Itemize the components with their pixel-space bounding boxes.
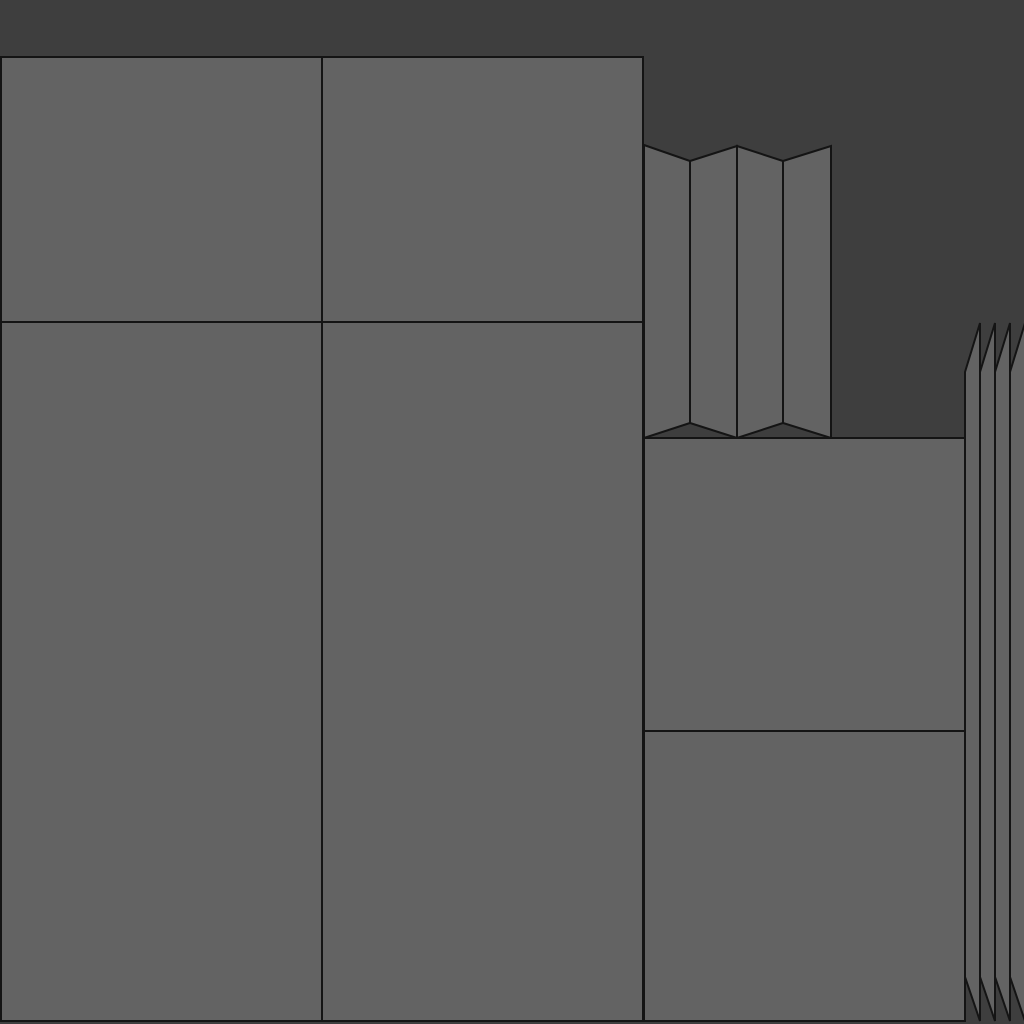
fold-segment-2[interactable] xyxy=(689,144,738,440)
panel-bottom-middle[interactable] xyxy=(321,321,644,1022)
panel-right-middle[interactable] xyxy=(643,437,966,732)
fold-segment-3[interactable] xyxy=(736,144,784,440)
slat-1[interactable] xyxy=(964,322,981,1022)
slat-3[interactable] xyxy=(994,322,1011,1022)
panel-top-left[interactable] xyxy=(0,56,323,323)
panel-top-middle[interactable] xyxy=(321,56,644,323)
slat-2[interactable] xyxy=(979,322,996,1022)
panel-bottom-left[interactable] xyxy=(0,321,323,1022)
fold-segment-4[interactable] xyxy=(782,144,832,440)
fold-segment-1[interactable] xyxy=(643,143,691,440)
panel-right-bottom[interactable] xyxy=(643,730,966,1022)
slat-4[interactable] xyxy=(1009,322,1024,1022)
